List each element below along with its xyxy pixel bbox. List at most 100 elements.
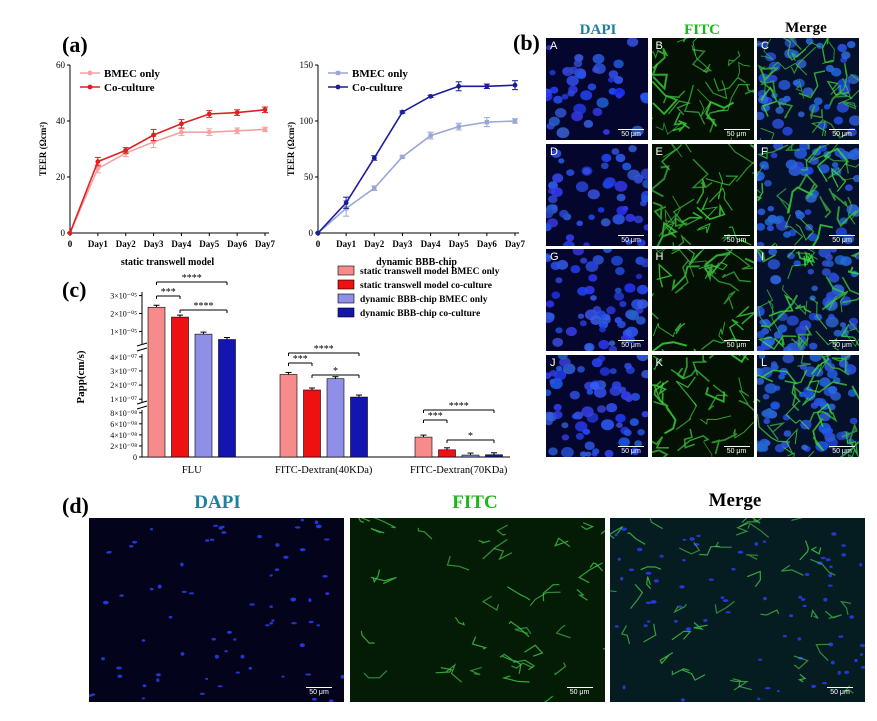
scale-bar-label: 50 μm xyxy=(621,236,641,244)
y-tick-label: 3×10⁻⁰⁵ xyxy=(110,292,137,301)
scale-bar: 50 μm xyxy=(722,129,752,138)
scale-bar-label: 50 μm xyxy=(621,447,641,455)
y-tick-label: 0 xyxy=(61,228,66,238)
data-point xyxy=(400,109,405,115)
data-point xyxy=(484,83,490,89)
x-tick-label: 0 xyxy=(68,239,73,249)
data-point xyxy=(262,127,268,132)
micrograph-letter: K xyxy=(655,356,663,369)
x-tick-label: Day4 xyxy=(171,239,191,249)
y-tick-label: 0 xyxy=(309,228,314,238)
legend-label-0: BMEC only xyxy=(352,68,408,80)
y-tick-label: 1×10⁻⁰⁷ xyxy=(110,395,137,404)
papp-bar-chart: 1×10⁻⁰⁵ 2×10⁻⁰⁵ 3×10⁻⁰⁵ 1×10⁻⁰⁷ 2×10⁻⁰⁷ 3×10⁻… xyxy=(75,265,510,476)
axis-break xyxy=(136,342,148,347)
teer-dynamic-chart: 0 50 100 150 0 Day1 Day2 Day3 Day4 Day5 Day6 Day7 dy… xyxy=(286,60,525,268)
bar xyxy=(485,454,503,458)
scale-bar: 50 μm xyxy=(827,445,857,455)
scale-bar-label: 50 μm xyxy=(621,131,641,138)
bar xyxy=(438,449,456,458)
legend-swatch-0 xyxy=(337,265,355,276)
scale-bar: 50 μm xyxy=(825,687,855,696)
panel-d-images: 50 μm 50 μm 50 μm xyxy=(89,518,865,702)
scale-bar: 50 μm xyxy=(616,234,646,244)
x-category-label: FITC-Dextran(70KDa) xyxy=(410,465,508,476)
sig-label: **** xyxy=(194,301,214,312)
scale-bar-label: 50 μm xyxy=(832,447,852,455)
teer-static-chart: 0 20 40 60 0 Day1 Day2 Day3 Day4 Day5 Day6 Day7 stat… xyxy=(38,60,275,268)
panel-d-image-merge: 50 μm xyxy=(610,518,865,702)
series-line-1 xyxy=(317,84,516,234)
y-tick-label: 50 xyxy=(304,172,314,182)
scale-bar: 50 μm xyxy=(827,234,857,244)
sig-label: * xyxy=(333,366,338,377)
series-line-0 xyxy=(317,120,516,234)
scale-bar: 50 μm xyxy=(616,445,646,455)
x-tick-label: Day3 xyxy=(144,239,164,249)
scale-bar-label: 50 μm xyxy=(830,689,850,696)
legend-label-1: static transwell model co-culture xyxy=(360,281,492,291)
scale-bar: 50 μm xyxy=(722,445,752,455)
sig-label: * xyxy=(468,431,473,442)
x-tick-label: Day5 xyxy=(199,239,219,249)
bar xyxy=(218,339,236,458)
data-point xyxy=(234,128,240,134)
data-point xyxy=(372,186,377,191)
y-tick-label: 1×10⁻⁰⁵ xyxy=(110,327,137,336)
legend-label-0: BMEC only xyxy=(104,68,160,80)
x-tick-label: Day2 xyxy=(364,239,384,249)
axis-break xyxy=(136,405,148,410)
micrograph-letter: D xyxy=(550,145,558,158)
data-point xyxy=(512,118,518,124)
legend-label-1: Co-culture xyxy=(352,82,403,94)
bar xyxy=(326,378,345,458)
data-point xyxy=(343,200,349,206)
x-tick-label: Day4 xyxy=(421,239,441,249)
micrograph-j: J 50 μm xyxy=(546,354,648,457)
data-point xyxy=(371,155,377,161)
micrograph-letter: I xyxy=(761,251,765,263)
data-point xyxy=(95,166,101,171)
panel-b-header-merge: Merge xyxy=(785,20,827,36)
data-point xyxy=(234,110,240,115)
micrograph-letter: G xyxy=(550,251,559,263)
x-tick-label: Day7 xyxy=(255,239,275,249)
scale-bar: 50 μm xyxy=(827,129,857,138)
scale-bar-label: 50 μm xyxy=(726,131,747,138)
x-category-label: FLU xyxy=(182,465,202,476)
scale-bar-label: 50 μm xyxy=(569,689,590,696)
micrograph-c: C 50 μm xyxy=(757,38,859,140)
y-tick-label: 4×10⁻⁰⁸ xyxy=(110,431,137,440)
data-point xyxy=(456,83,462,89)
micrograph-g: G 50 μm xyxy=(546,249,648,351)
legend-label-3: dynamic BBB-chip co-culture xyxy=(360,309,480,319)
micrograph-letter: L xyxy=(761,356,768,369)
scale-bar: 50 μm xyxy=(304,687,334,696)
bar xyxy=(194,333,213,458)
micrograph-grid: A 50 μm B 50 μm C 50 μm D 50 μm E 50 μm F 50 μm G 50 … xyxy=(546,38,859,458)
sig-label: *** xyxy=(161,287,176,298)
bar xyxy=(147,306,166,458)
panel-d-image-dapi: 50 μm xyxy=(89,518,344,702)
axis-break xyxy=(136,347,148,352)
y-tick-label: 100 xyxy=(300,116,314,126)
legend-swatch-1 xyxy=(337,279,355,290)
x-tick-label: Day3 xyxy=(392,239,412,249)
scale-bar: 50 μm xyxy=(827,340,857,349)
legend-marker xyxy=(335,70,341,76)
scale-bar: 50 μm xyxy=(616,340,646,349)
panel-d-header-merge: Merge xyxy=(708,490,762,511)
micrograph-a: A 50 μm xyxy=(546,38,648,140)
scale-bar-label: 50 μm xyxy=(832,131,852,138)
data-point xyxy=(428,93,433,99)
legend-marker xyxy=(335,84,341,90)
panel-b-header-fitc: FITC xyxy=(684,22,720,38)
data-point xyxy=(179,129,184,135)
x-tick-label: Day6 xyxy=(477,239,497,249)
data-point xyxy=(315,230,321,236)
sig-label: *** xyxy=(293,354,308,365)
y-tick-label: 150 xyxy=(300,60,314,70)
data-point xyxy=(400,154,405,160)
panel-label-a: (a) xyxy=(62,32,88,57)
data-point xyxy=(428,133,433,138)
